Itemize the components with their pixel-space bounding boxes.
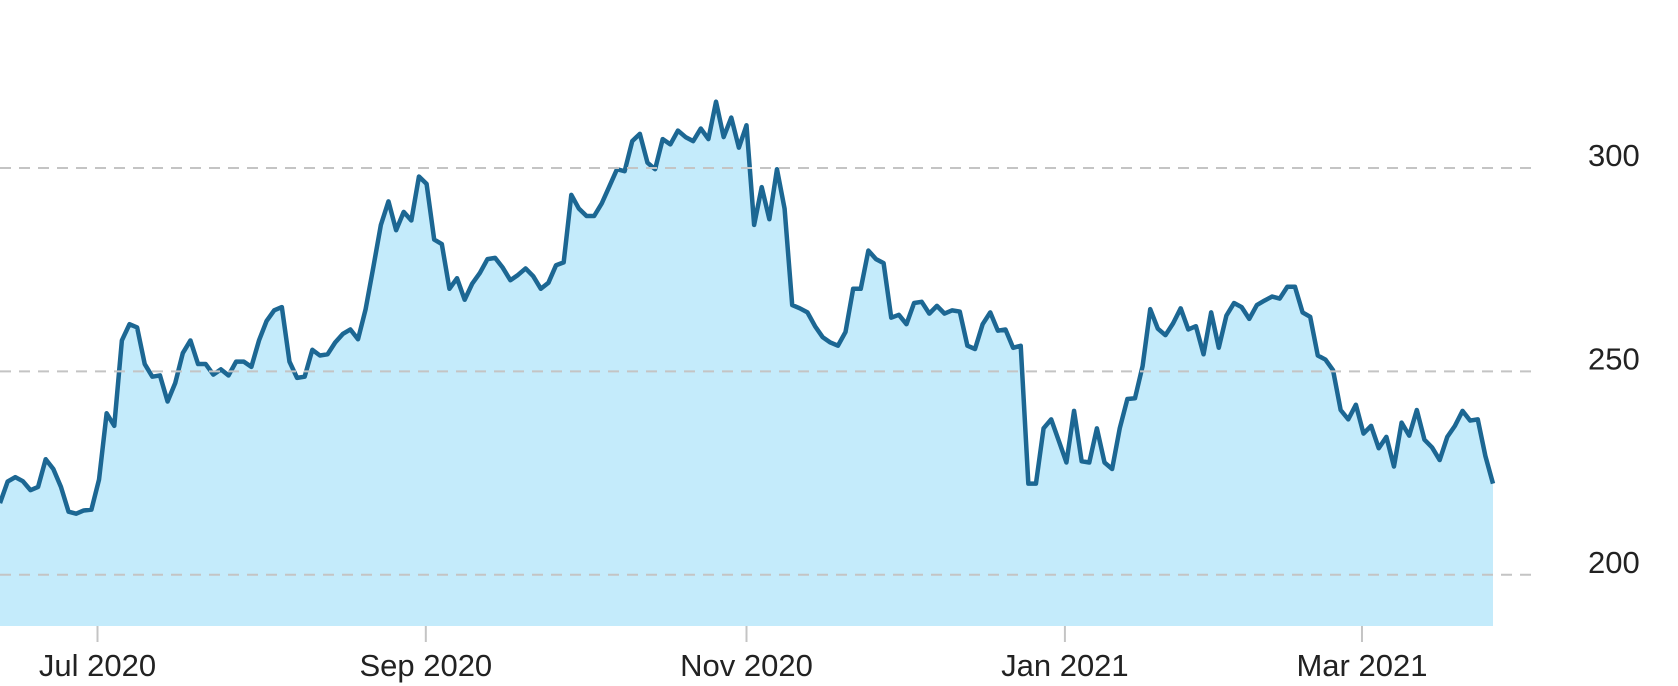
x-tick-label: Jul 2020 [39,648,156,683]
area-fill [0,101,1493,626]
price-line [0,99,1496,516]
x-tick-label: Sep 2020 [359,648,492,683]
y-tick-label: 250 [1588,342,1640,377]
x-tick-label: Nov 2020 [680,648,813,683]
y-tick-label: 200 [1588,545,1640,580]
x-tick-label: Jan 2021 [1001,648,1129,683]
x-tick-label: Mar 2021 [1296,648,1427,683]
y-tick-label: 300 [1588,138,1640,173]
